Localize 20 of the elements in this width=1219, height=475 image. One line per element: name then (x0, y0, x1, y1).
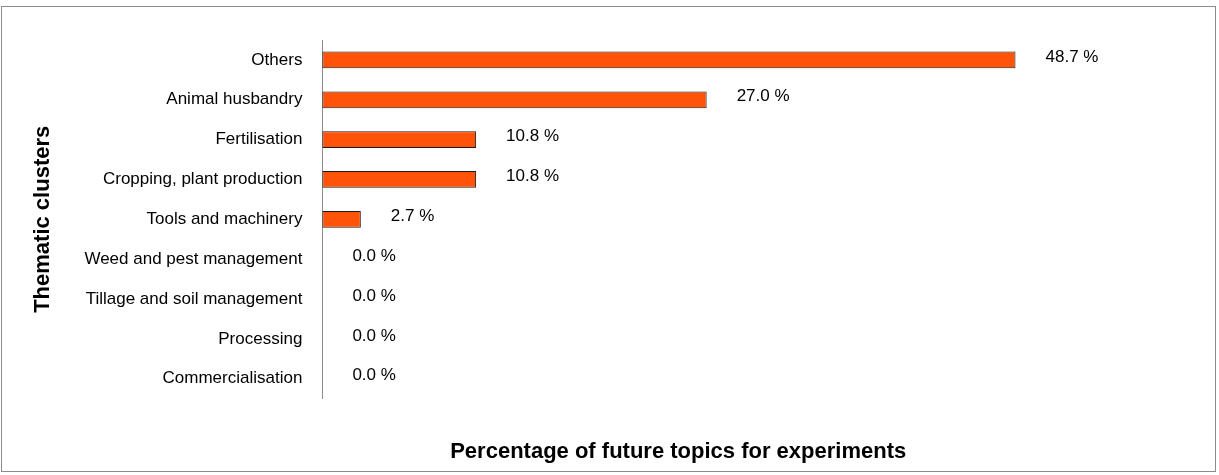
y-axis-title: Thematic clusters (29, 125, 55, 313)
y-tick-label: Commercialisation (162, 368, 303, 388)
data-label: 27.0 % (736, 86, 790, 106)
y-tick-label: Tillage and soil management (85, 288, 303, 308)
data-label: 48.7 % (1045, 46, 1099, 66)
data-label: 0.0 % (352, 285, 396, 305)
data-label: 0.0 % (352, 365, 396, 385)
y-tick-label: Fertilisation (215, 129, 303, 149)
data-label: 0.0 % (352, 325, 396, 345)
data-label: 10.8 % (506, 166, 560, 186)
y-tick-label: Animal husbandry (166, 89, 303, 109)
x-axis-title: Percentage of future topics for experiments (450, 437, 907, 463)
y-tick-label: Processing (218, 328, 303, 348)
data-label: 0.0 % (352, 245, 396, 265)
y-tick-label: Others (251, 49, 303, 69)
y-tick-label: Cropping, plant production (102, 169, 303, 189)
y-tick-label: Tools and machinery (146, 208, 303, 228)
data-label: 2.7 % (390, 205, 435, 225)
data-label: 10.8 % (506, 126, 560, 146)
y-tick-label: Weed and pest management (84, 248, 303, 268)
